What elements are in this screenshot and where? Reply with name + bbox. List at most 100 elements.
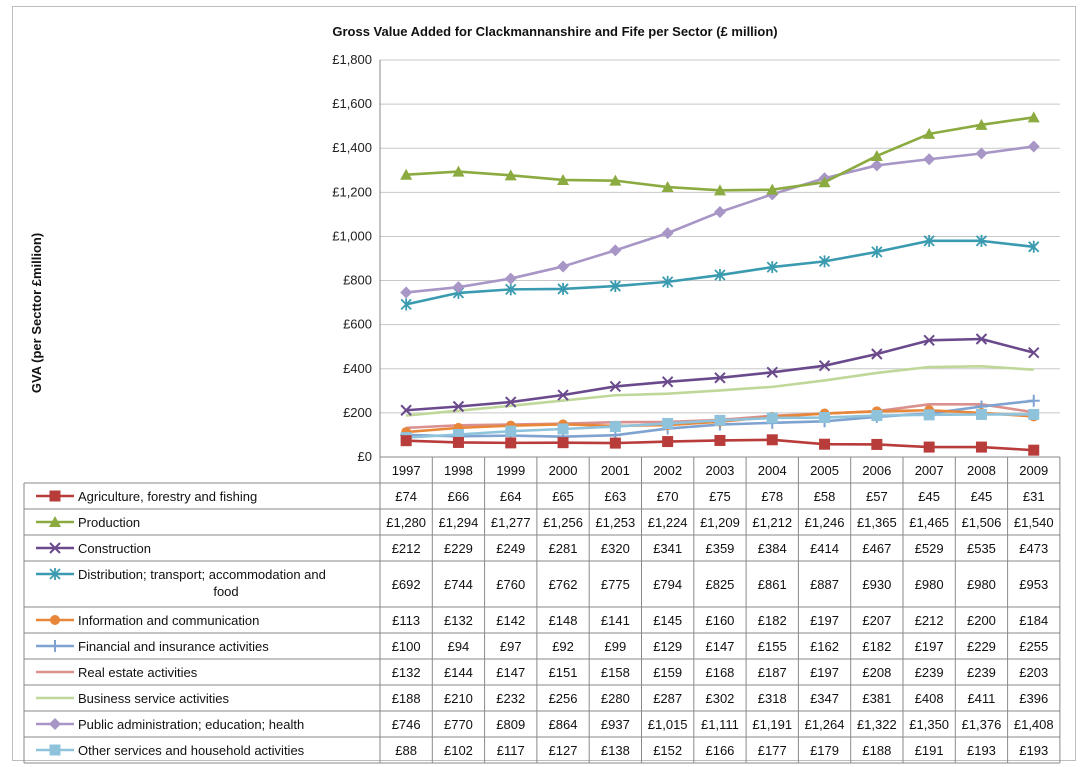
data-point (505, 425, 517, 437)
chart-title: Gross Value Added for Clackmannanshire a… (332, 24, 777, 39)
series-path (406, 365, 1034, 417)
y-tick-label: £1,600 (332, 96, 372, 111)
data-point (1028, 408, 1040, 420)
data-point (714, 414, 726, 426)
table-cell: £75 (709, 489, 731, 504)
table-cell: £1,264 (805, 717, 845, 732)
table-cell: £249 (496, 541, 525, 556)
data-point (766, 183, 779, 195)
table-cell: £1,350 (909, 717, 949, 732)
table-cell: £182 (862, 639, 891, 654)
data-point (766, 434, 778, 446)
table-cell: £152 (653, 743, 682, 758)
table-cell: £57 (866, 489, 888, 504)
table-cell: £102 (444, 743, 473, 758)
legend-key (36, 744, 74, 756)
data-point (871, 245, 883, 258)
data-point (662, 275, 674, 288)
data-point (662, 436, 674, 448)
table-cell: £66 (448, 489, 470, 504)
table-cell: £255 (1019, 639, 1048, 654)
y-tick-label: £400 (343, 361, 372, 376)
table-cell: £58 (814, 489, 836, 504)
table-cell: £937 (601, 717, 630, 732)
data-point (870, 159, 883, 172)
x-category-label: 2000 (549, 463, 578, 478)
table-cell: £64 (500, 489, 522, 504)
table-cell: £208 (862, 665, 891, 680)
data-point (766, 366, 778, 379)
data-point (713, 205, 726, 218)
series-name: Business service activities (78, 691, 229, 706)
chart-frame (12, 6, 1076, 761)
table-cell: £384 (758, 541, 787, 556)
data-point (609, 280, 621, 293)
x-category-label: 2007 (915, 463, 944, 478)
x-category-label: 2003 (705, 463, 734, 478)
data-point (609, 244, 622, 257)
table-cell: £287 (653, 691, 682, 706)
table-row: Production £1,280 £1,294 £1,277 £1,256 £1,253… (36, 515, 1054, 530)
table-cell: £809 (496, 717, 525, 732)
y-axis: £0 £200 £400 £600 £800 £1,000 £1,200 £1,400 £1,6… (332, 52, 381, 464)
data-point (661, 227, 674, 240)
table-cell: £1,365 (857, 515, 897, 530)
table-cell: £744 (444, 577, 473, 592)
table-cell: £864 (549, 717, 578, 732)
series-line-2 (400, 111, 1040, 196)
table-cell: £74 (395, 489, 417, 504)
table-cell: £166 (705, 743, 734, 758)
table-cell: £188 (862, 743, 891, 758)
table-cell: £1,256 (543, 515, 583, 530)
y-tick-label: £1,200 (332, 184, 372, 199)
data-point (818, 176, 831, 188)
y-tick-label: £1,400 (332, 140, 372, 155)
table-cell: £63 (604, 489, 626, 504)
table-cell: £953 (1019, 577, 1048, 592)
data-point (557, 260, 570, 273)
data-point (609, 380, 622, 393)
table-row: Distribution; transport; accommodation a… (36, 567, 1048, 599)
data-point (504, 272, 517, 285)
table-cell: £177 (758, 743, 787, 758)
data-point (714, 372, 726, 384)
table-cell: £148 (549, 613, 578, 628)
table-cell: £692 (392, 577, 421, 592)
legend-key (36, 516, 74, 527)
table-cell: £92 (552, 639, 574, 654)
data-point (662, 417, 674, 429)
table-cell: £78 (761, 489, 783, 504)
table-cell: £1,224 (648, 515, 688, 530)
series-line-9 (400, 140, 1040, 299)
series-path (406, 116, 1034, 192)
table-cell: £529 (915, 541, 944, 556)
data-point (1028, 240, 1040, 253)
data-point (661, 376, 674, 388)
y-tick-label: £800 (343, 273, 372, 288)
gridlines (380, 59, 1060, 414)
table-cell: £184 (1019, 613, 1048, 628)
table-cell: £1,465 (909, 515, 949, 530)
series-line-4 (400, 234, 1040, 311)
table-cell: £191 (915, 743, 944, 758)
y-tick-label: £200 (343, 405, 372, 420)
data-point (975, 333, 988, 345)
table-cell: £1,280 (386, 515, 426, 530)
table-cell: £151 (549, 665, 578, 680)
table-cell: £347 (810, 691, 839, 706)
y-tick-label: £600 (343, 317, 372, 332)
table-cell: £762 (549, 577, 578, 592)
table-cell: £100 (392, 639, 421, 654)
table-cell: £158 (601, 665, 630, 680)
table-cell: £197 (810, 613, 839, 628)
table-cell: £142 (496, 613, 525, 628)
table-cell: £145 (653, 613, 682, 628)
table-cell: £280 (601, 691, 630, 706)
table-cell: £408 (915, 691, 944, 706)
table-cell: £467 (862, 541, 891, 556)
table-cell: £861 (758, 577, 787, 592)
x-category-label: 2004 (758, 463, 787, 478)
table-cell: £168 (705, 665, 734, 680)
data-point (818, 359, 831, 372)
table-cell: £229 (444, 541, 473, 556)
